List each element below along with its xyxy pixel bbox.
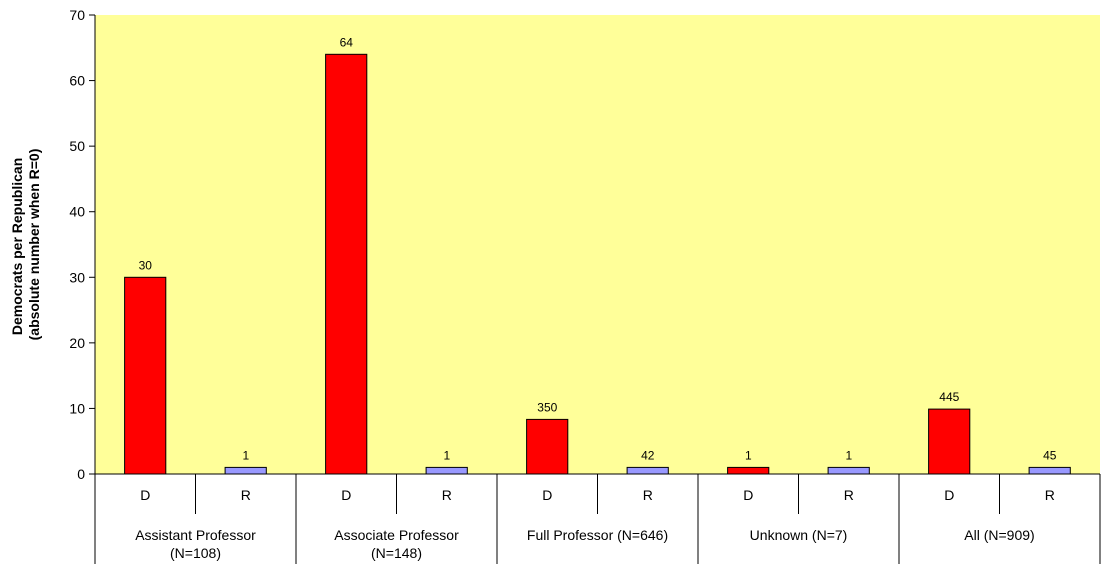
bar-d-4: [928, 408, 971, 475]
bar-r-1: [425, 466, 468, 475]
party-label-d-4: D: [944, 487, 954, 503]
bar-r-3: [827, 466, 870, 475]
data-label-d-1: 64: [340, 35, 354, 49]
y-tick-label: 20: [69, 335, 85, 351]
data-label-d-4: 445: [939, 390, 959, 404]
plot-area: [95, 15, 1100, 474]
party-label-d-3: D: [743, 487, 753, 503]
group-label-4: All (N=909): [964, 527, 1034, 543]
y-tick-label: 60: [69, 73, 85, 89]
party-label-r-4: R: [1045, 487, 1055, 503]
party-label-d-1: D: [341, 487, 351, 503]
bar-d-1: [325, 53, 368, 475]
group-label-0: (N=108): [170, 545, 221, 561]
data-label-d-0: 30: [139, 258, 153, 272]
data-label-r-1: 1: [443, 448, 450, 462]
labels-layer: 30 D 1 R 64 D 1 R 350 D 42 R 1 D 1 R 445 D 45 R 0 10 20 30 40 50 6…: [69, 7, 1056, 561]
data-label-d-2: 350: [537, 400, 557, 414]
party-label-d-0: D: [140, 487, 150, 503]
y-tick-label: 10: [69, 400, 85, 416]
group-label-3: Unknown (N=7): [750, 527, 848, 543]
bar-d-0: [124, 276, 167, 475]
y-tick-label: 50: [69, 138, 85, 154]
bar-r-0: [224, 466, 267, 475]
data-label-r-2: 42: [641, 448, 655, 462]
data-label-r-3: 1: [845, 448, 852, 462]
bar-r-4: [1028, 466, 1071, 475]
party-label-d-2: D: [542, 487, 552, 503]
y-tick-label: 30: [69, 269, 85, 285]
group-label-1: (N=148): [371, 545, 422, 561]
y-axis-label: Democrats per Republican (absolute numbe…: [9, 149, 42, 341]
group-label-0: Assistant Professor: [135, 527, 256, 543]
bar-d-2: [526, 418, 569, 475]
data-label-d-3: 1: [745, 448, 752, 462]
party-label-r-2: R: [643, 487, 653, 503]
group-label-2: Full Professor (N=646): [527, 527, 668, 543]
y-tick-label: 40: [69, 204, 85, 220]
bar-r-2: [626, 466, 669, 475]
y-tick-label: 0: [77, 466, 85, 482]
group-label-1: Associate Professor: [334, 527, 459, 543]
data-label-r-0: 1: [242, 448, 249, 462]
y-tick-label: 70: [69, 7, 85, 23]
party-label-r-3: R: [844, 487, 854, 503]
data-label-r-4: 45: [1043, 448, 1057, 462]
party-label-r-0: R: [241, 487, 251, 503]
bars-layer: [124, 53, 1071, 475]
y-axis-label-line-2: (absolute number when R=0): [26, 149, 42, 341]
y-axis-label-line-1: Democrats per Republican: [9, 158, 25, 335]
axes-layer: [89, 14, 1101, 564]
party-label-r-1: R: [442, 487, 452, 503]
bar-d-3: [727, 466, 770, 475]
